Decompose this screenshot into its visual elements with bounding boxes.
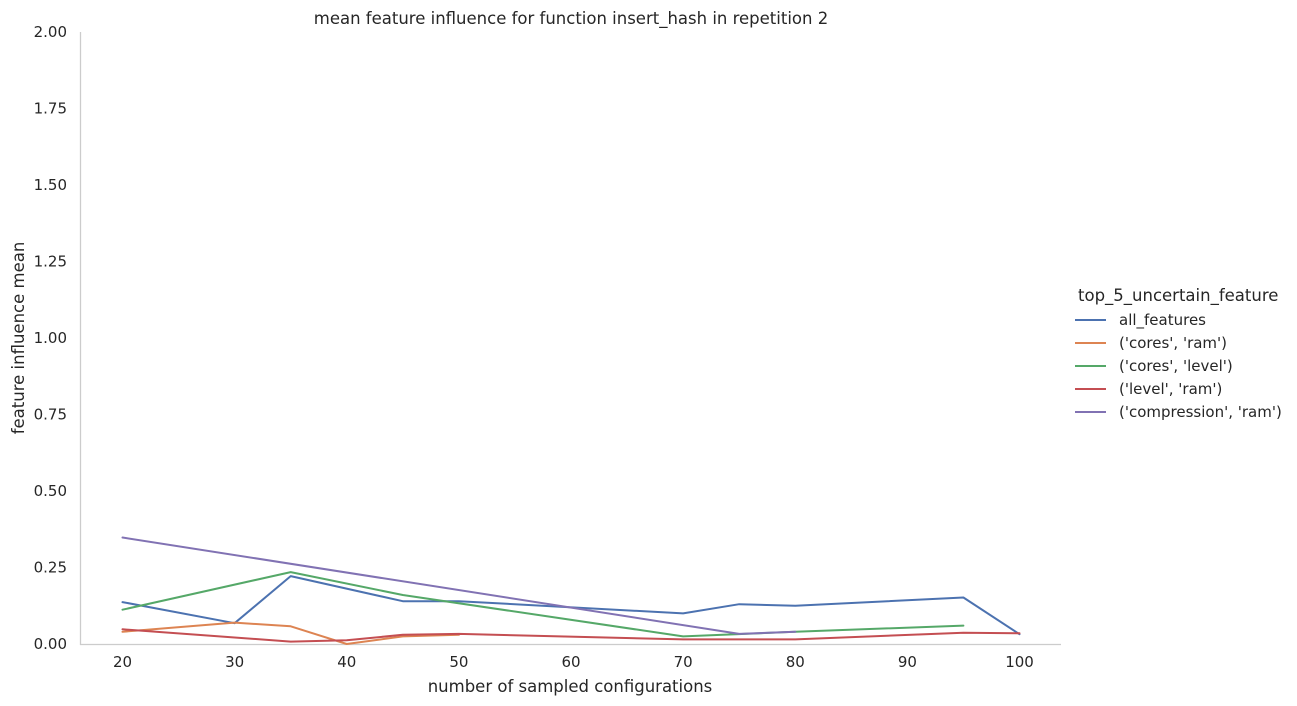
series-line-0 xyxy=(121,575,1021,636)
legend: top_5_uncertain_feature all_features ('co… xyxy=(1075,286,1282,421)
y-tick-label: 1.75 xyxy=(34,100,67,118)
y-axis-label: feature influence mean xyxy=(9,242,28,435)
series-line-2 xyxy=(121,571,965,638)
x-tick-label: 40 xyxy=(337,653,356,671)
y-tick-label: 0.50 xyxy=(34,482,67,500)
legend-entry-1: ('cores', 'ram') xyxy=(1119,334,1227,352)
series-line-4 xyxy=(121,536,797,635)
chart-title: mean feature influence for function inse… xyxy=(314,9,828,29)
y-tick-label: 2.00 xyxy=(34,23,67,41)
y-tick-label: 1.25 xyxy=(34,253,67,271)
y-tick-label: 0.75 xyxy=(34,406,67,424)
series-lines xyxy=(121,536,1021,645)
x-tick-label: 80 xyxy=(786,653,805,671)
y-tick-label: 0.25 xyxy=(34,559,67,577)
legend-entry-2: ('cores', 'level') xyxy=(1119,357,1233,375)
x-tick-label: 30 xyxy=(225,653,244,671)
y-tick-label: 1.00 xyxy=(34,329,67,347)
x-tick-label: 20 xyxy=(113,653,132,671)
y-tick-label: 0.00 xyxy=(34,635,67,653)
legend-entry-4: ('compression', 'ram') xyxy=(1119,403,1282,421)
series-line-1 xyxy=(121,621,460,645)
series-line-3 xyxy=(121,628,1021,643)
x-tick-label: 100 xyxy=(1005,653,1034,671)
x-tick-label: 50 xyxy=(449,653,468,671)
x-tick-label: 60 xyxy=(561,653,580,671)
legend-entry-0: all_features xyxy=(1119,311,1206,330)
y-axis-ticks: 0.00 0.25 0.50 0.75 1.00 1.25 1.50 1.75 2.00 xyxy=(34,23,67,653)
x-axis-label: number of sampled configurations xyxy=(428,677,713,696)
legend-title: top_5_uncertain_feature xyxy=(1078,286,1278,306)
x-tick-label: 70 xyxy=(674,653,693,671)
legend-entry-3: ('level', 'ram') xyxy=(1119,380,1222,398)
y-tick-label: 1.50 xyxy=(34,176,67,194)
x-axis-ticks: 20 30 40 50 60 70 80 90 100 xyxy=(113,653,1034,671)
x-tick-label: 90 xyxy=(898,653,917,671)
